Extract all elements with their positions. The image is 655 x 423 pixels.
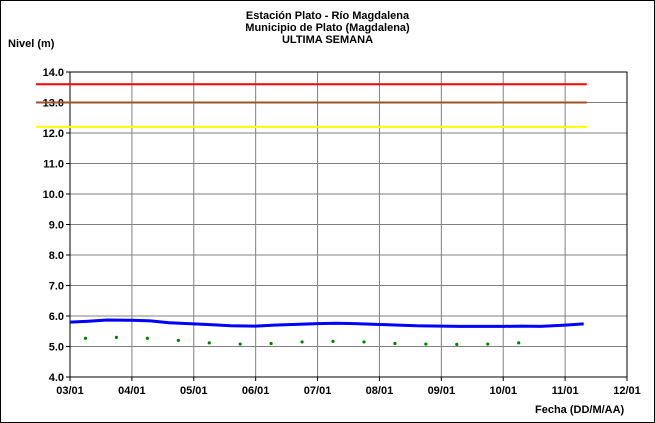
reference-point xyxy=(362,340,366,344)
plot-border xyxy=(69,71,628,378)
reference-point xyxy=(393,341,397,346)
x-tick-label: 11/01 xyxy=(552,385,579,397)
y-tick-label: 4.0 xyxy=(49,372,64,384)
x-tick-label: 03/01 xyxy=(56,385,84,397)
reference-point xyxy=(145,336,149,340)
reference-point xyxy=(331,339,335,343)
chart-title-line-3: ULTIMA SEMANA xyxy=(281,34,374,46)
y-axis-title: Nivel (m) xyxy=(8,38,55,50)
chart-title-line-1: Estación Plato - Río Magdalena xyxy=(245,10,410,22)
x-tick-label: 05/01 xyxy=(180,385,208,397)
x-tick-label: 09/01 xyxy=(428,385,456,397)
y-tick-label: 8.0 xyxy=(49,250,64,262)
y-tick-label: 14.0 xyxy=(43,67,64,79)
x-tick-label: 07/01 xyxy=(304,385,332,397)
chart-title-line-2: Municipio de Plato (Magdalena) xyxy=(245,22,410,34)
x-tick-label: 06/01 xyxy=(242,385,270,397)
y-tick-label: 9.0 xyxy=(49,220,64,232)
reference-point xyxy=(300,340,304,344)
reference-point xyxy=(486,342,490,346)
reference-point xyxy=(517,341,521,345)
reference-point xyxy=(83,336,88,340)
reference-point xyxy=(269,341,273,346)
reference-point xyxy=(176,338,180,342)
x-tick-label: 04/01 xyxy=(118,385,146,397)
reference-point xyxy=(114,335,119,339)
y-tick-label: 5.0 xyxy=(49,342,64,354)
reference-point xyxy=(455,342,459,346)
y-tick-label: 12.0 xyxy=(43,128,64,140)
x-axis-title: Fecha (DD/M/AA) xyxy=(535,404,625,416)
x-tick-label: 10/01 xyxy=(489,385,517,397)
y-tick-label: 7.0 xyxy=(49,281,64,293)
reference-point xyxy=(424,342,428,346)
water-level-line xyxy=(69,318,584,328)
y-tick-label: 6.0 xyxy=(49,311,64,323)
reference-point xyxy=(207,341,211,345)
reference-point xyxy=(238,342,242,346)
x-tick-label: 12/01 xyxy=(613,385,641,397)
y-tick-label: 10.0 xyxy=(43,189,64,201)
x-tick-label: 08/01 xyxy=(366,385,394,397)
y-tick-label: 11.0 xyxy=(43,159,64,171)
